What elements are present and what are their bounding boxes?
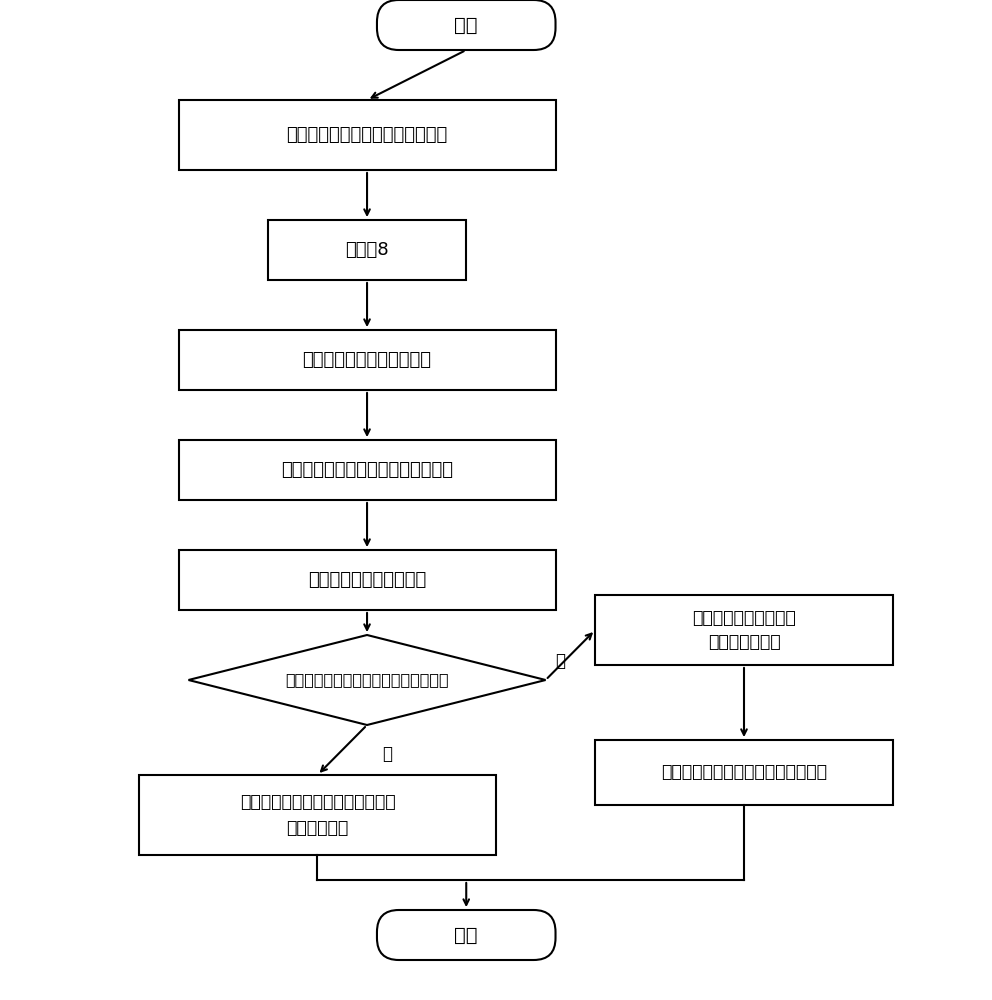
Bar bbox=[268, 220, 466, 280]
Text: 开启辅助电机，同步器
结合套处于左端: 开启辅助电机，同步器 结合套处于左端 bbox=[692, 608, 796, 652]
Bar bbox=[179, 440, 556, 500]
Text: 开始: 开始 bbox=[454, 15, 478, 34]
Text: 助力电机应当输出的转矩: 助力电机应当输出的转矩 bbox=[308, 571, 427, 589]
Text: 结束: 结束 bbox=[454, 926, 478, 944]
Text: 转向盘应当具有的转向力矩: 转向盘应当具有的转向力矩 bbox=[303, 351, 432, 369]
Text: 采集车速、转向盘转矩、转角信号: 采集车速、转向盘转矩、转角信号 bbox=[287, 126, 447, 144]
Text: 否: 否 bbox=[556, 652, 565, 670]
Text: 与传感器采集的转向盘转矩进行运算: 与传感器采集的转向盘转矩进行运算 bbox=[281, 461, 453, 479]
Bar bbox=[179, 330, 556, 390]
Text: 控制主电机和辅助电机共同输出转矩: 控制主电机和辅助电机共同输出转矩 bbox=[661, 764, 827, 782]
Polygon shape bbox=[188, 635, 546, 725]
Text: 是否小于或等于主电机的最大输出转矩: 是否小于或等于主电机的最大输出转矩 bbox=[286, 672, 448, 688]
Bar bbox=[595, 740, 893, 805]
Text: 是: 是 bbox=[382, 745, 392, 763]
Text: 控制器8: 控制器8 bbox=[345, 241, 389, 259]
Bar bbox=[595, 595, 893, 665]
FancyBboxPatch shape bbox=[377, 910, 556, 960]
Bar bbox=[179, 100, 556, 170]
FancyBboxPatch shape bbox=[377, 0, 556, 50]
Bar bbox=[179, 550, 556, 610]
Text: 同步器结合套处于中间，控制主电
机的输出转矩: 同步器结合套处于中间，控制主电 机的输出转矩 bbox=[240, 794, 395, 836]
Bar bbox=[139, 775, 496, 855]
